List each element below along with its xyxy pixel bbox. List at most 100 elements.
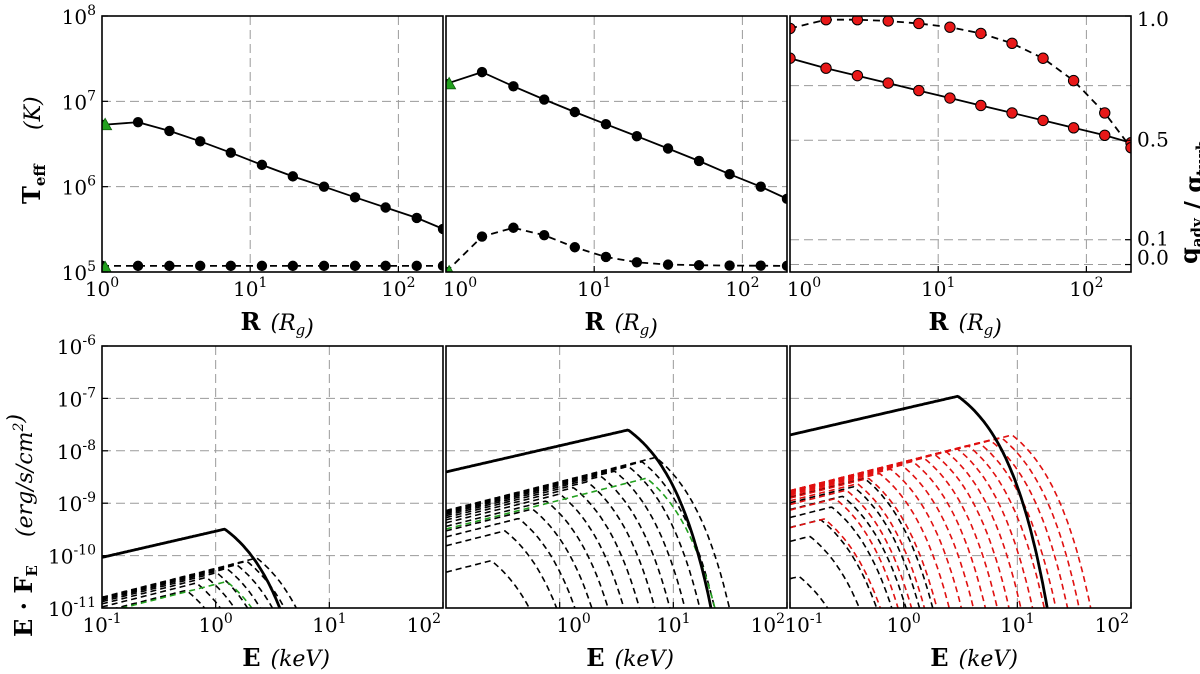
spectrum-b-component-12 (446, 456, 731, 608)
teff-b-series-0-point-1 (476, 66, 488, 78)
q-ratio-series-0-point-1 (820, 62, 832, 74)
teff-b-series-2-point-0 (446, 76, 457, 90)
spectrum-b-highlight-component (446, 477, 716, 608)
teff-a-series-1-point-9 (380, 260, 391, 272)
spectrum-c-plot (790, 394, 1092, 608)
spectrum-c-xtick-2: 101 (1000, 611, 1034, 637)
spectrum-a-xlabel: E (keV) (242, 643, 330, 672)
q-ratio-series-1-point-0 (790, 22, 796, 35)
spectrum-b-component-4 (446, 500, 609, 608)
q-ratio-series-0-point-4 (913, 84, 925, 97)
spectrum-a-component-8 (102, 557, 298, 608)
spectrum-a-ylabel-symbol: E · FE (9, 565, 41, 637)
spectrum-c-xtick-0: 10-1 (784, 611, 823, 637)
q-ratio-plot (790, 16, 1131, 154)
data-layer (102, 16, 1131, 608)
spectrum-a-ytick-5: 10-6 (57, 333, 96, 359)
spectrum-c-xlabel-unit: (keV) (959, 647, 1018, 672)
teff-a-series-0-point-10 (411, 212, 422, 224)
spectrum-c-component-6 (790, 477, 934, 608)
spectrum-a-component-4 (102, 571, 249, 608)
spectrum-c-component-0 (790, 575, 829, 608)
teff-a-xtick-1: 101 (233, 275, 267, 301)
spectrum-a-highlight-component (118, 580, 253, 608)
teff-a-series-0-point-2 (164, 125, 175, 137)
teff-b-series-1-point-1 (476, 231, 488, 242)
frames-layer (101, 15, 1132, 609)
spectrum-b-component-3 (446, 508, 593, 608)
spectrum-c-component-red-5 (790, 472, 950, 608)
teff-a-ytick-1: 106 (62, 174, 96, 200)
spectrum-c-component-5 (790, 486, 921, 608)
q-ratio-ytick-right-3: 1.0 (1137, 7, 1169, 31)
q-ratio-xlabel-unit: (Rg) (959, 311, 1002, 341)
teff-a-series-1-point-7 (318, 260, 330, 272)
q-ratio-series-0-point-10 (1099, 129, 1111, 142)
teff-a-series-0-point-6 (287, 171, 299, 182)
q-ratio-series-0-point-2 (851, 69, 864, 82)
spectrum-c-component-red-7 (790, 464, 975, 608)
teff-a-series-1-point-4 (225, 260, 237, 272)
spectrum-a-xtick-2: 101 (312, 611, 346, 637)
teff-b-series-0-point-9 (724, 168, 735, 180)
teff-a-series-1-point-2 (164, 260, 175, 272)
teff-b-series-0-point-6 (631, 131, 643, 142)
spectrum-a-component-1 (113, 589, 206, 608)
q-ratio-xtick-0: 100 (787, 275, 821, 301)
text-layer: 100 101 102 105 106 107 108 R (Rg) Teff (K) 100 101 1… (4, 3, 1200, 672)
spectrum-a-xtick-1: 100 (198, 611, 232, 637)
teff-b-series-1-point-3 (539, 229, 550, 241)
teff-b-xtick-2: 102 (725, 275, 759, 301)
spectrum-b-component-10 (446, 465, 701, 608)
teff-a-ytick-2: 107 (62, 88, 96, 114)
teff-a-series-0-point-3 (195, 136, 206, 147)
q-ratio-series-0-point-0 (790, 52, 796, 64)
teff-a-ytick-3: 108 (62, 3, 96, 29)
q-ratio-frame (789, 15, 1132, 273)
q-ratio-series-0-point-9 (1067, 122, 1080, 134)
spectrum-b-component-2 (446, 517, 576, 608)
teff-a-series-0-point-9 (380, 202, 391, 213)
teff-b-series-1-point-9 (724, 260, 735, 271)
teff-b-plot (446, 66, 787, 272)
spectrum-b-xlabel-unit: (keV) (615, 647, 674, 672)
spectrum-b-plot (446, 428, 731, 608)
teff-a-ylabel-unit: (K) (21, 96, 46, 130)
spectrum-c-component-red-15 (790, 439, 1069, 608)
q-ratio-series-0-point-7 (1006, 107, 1018, 119)
teff-a-series-1-point-8 (349, 260, 361, 272)
spectrum-a-xtick-0: 10-1 (82, 611, 121, 637)
teff-b-series-0-point-5 (600, 118, 612, 130)
teff-a-ytick-0: 105 (62, 259, 96, 285)
q-ratio-series-1-point-5 (944, 21, 956, 33)
spectrum-b-xlabel-symbol: E (586, 643, 604, 672)
teff-a-series-1-point-6 (287, 260, 299, 272)
spectrum-c-component-red-0 (790, 518, 882, 608)
q-ratio-xtick-2: 102 (1069, 275, 1103, 301)
spectrum-c-xlabel-symbol: E (930, 643, 948, 672)
teff-b-xlabel-symbol: R (585, 307, 606, 336)
spectrum-c-frame (789, 345, 1132, 609)
spectrum-b-component-7 (446, 480, 656, 608)
spectrum-c-component-red-17 (790, 434, 1092, 608)
teff-a-series-0-point-1 (132, 116, 144, 128)
teff-b-series-1-point-8 (693, 260, 705, 271)
teff-b-series-1-point-10 (755, 260, 766, 271)
teff-a-ylabel: Teff (K) (17, 96, 49, 204)
q-ratio-series-1-point-9 (1067, 74, 1080, 87)
teff-b-series-0-point-10 (755, 181, 766, 192)
q-ratio-series-0-point-5 (944, 92, 956, 104)
spectrum-c-xtick-3: 102 (1095, 611, 1129, 637)
teff-b-series-0-point-7 (662, 143, 674, 154)
q-ratio-ylabel-right: qadv / qturb (1174, 140, 1200, 264)
q-ratio-series-1-point-1 (820, 16, 832, 26)
spectrum-c-component-red-4 (790, 477, 938, 608)
spectrum-a-total-spectrum (102, 527, 282, 608)
spectrum-b-component-0 (446, 559, 531, 608)
spectrum-a-ytick-0: 10-11 (48, 595, 96, 621)
teff-a-series-1-point-3 (195, 260, 206, 272)
spectrum-a-component-5 (102, 567, 262, 608)
teff-b-xtick-0: 100 (443, 275, 477, 301)
spectrum-a-xlabel-unit: (keV) (271, 647, 330, 672)
q-ratio-xlabel-symbol: R (929, 307, 950, 336)
